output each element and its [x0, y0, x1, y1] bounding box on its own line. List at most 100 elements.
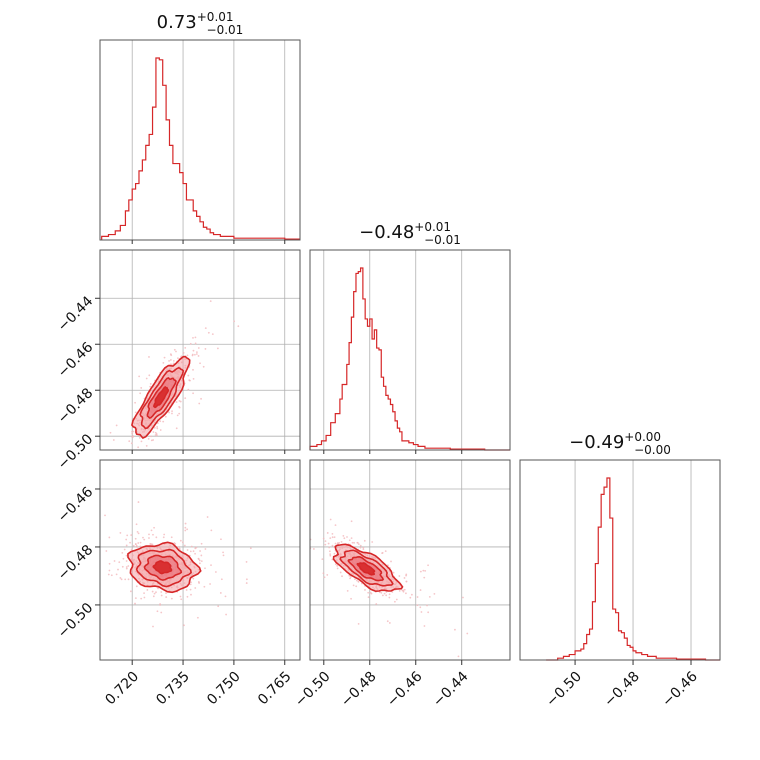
- scatter-point: [155, 536, 158, 539]
- scatter-point: [367, 596, 370, 599]
- scatter-point: [173, 542, 176, 544]
- scatter-point: [152, 439, 155, 441]
- scatter-point: [150, 529, 153, 532]
- scatter-point: [189, 342, 192, 345]
- scatter-point: [194, 342, 197, 345]
- scatter-point: [454, 628, 456, 631]
- scatter-point: [115, 573, 118, 576]
- scatter-point: [152, 625, 154, 628]
- scatter-point: [83, 586, 85, 588]
- title-minus-1: −0.01: [424, 233, 461, 247]
- scatter-point: [135, 523, 138, 526]
- scatter-point: [159, 429, 162, 431]
- scatter-point: [391, 591, 394, 593]
- scatter-point: [198, 559, 201, 562]
- scatter-point: [148, 533, 150, 536]
- scatter-point: [334, 563, 337, 566]
- scatter-point: [125, 554, 128, 557]
- scatter-point: [198, 402, 201, 405]
- scatter-point: [384, 550, 387, 553]
- scatter-point: [127, 458, 129, 460]
- scatter-point: [388, 596, 391, 599]
- scatter-point: [329, 518, 332, 521]
- scatter-point: [136, 470, 138, 472]
- scatter-point: [326, 532, 329, 534]
- scatter-point: [122, 557, 125, 560]
- scatter-point: [150, 435, 152, 438]
- scatter-point: [329, 553, 332, 556]
- scatter-point: [513, 626, 515, 628]
- xtick-label-2-1: −0.48: [601, 669, 643, 711]
- scatter-point: [341, 575, 343, 578]
- scatter-point: [192, 336, 194, 339]
- scatter-point: [422, 569, 425, 572]
- scatter-point: [115, 424, 118, 427]
- scatter-point: [159, 604, 161, 606]
- scatter-point: [403, 577, 406, 579]
- scatter-point: [105, 550, 108, 552]
- scatter-point: [203, 585, 206, 588]
- scatter-point: [147, 437, 150, 440]
- scatter-point: [165, 596, 168, 598]
- scatter-point: [155, 433, 158, 435]
- scatter-point: [336, 567, 339, 570]
- scatter-point: [403, 588, 406, 591]
- scatter-point: [178, 545, 181, 548]
- scatter-point: [151, 590, 154, 593]
- scatter-point: [185, 589, 188, 591]
- hist-panel-2: −0.49+0.00 −0.00: [519, 430, 721, 661]
- scatter-point: [349, 576, 352, 578]
- scatter-point: [175, 427, 178, 430]
- scatter-point: [108, 562, 111, 565]
- scatter-point: [350, 537, 353, 540]
- scatter-point: [177, 357, 179, 360]
- ytick-label-1-2: −0.46: [55, 339, 97, 381]
- scatter-point: [357, 543, 360, 546]
- scatter-point: [192, 392, 194, 395]
- scatter-point: [178, 399, 181, 402]
- scatter-point: [181, 541, 184, 544]
- pair-frame-0: [99, 249, 301, 451]
- scatter-point: [143, 596, 146, 599]
- scatter-point: [426, 604, 428, 607]
- scatter-point: [196, 351, 198, 354]
- scatter-point: [328, 550, 331, 553]
- scatter-point: [433, 592, 436, 595]
- scatter-point: [192, 368, 194, 371]
- scatter-point: [104, 514, 106, 517]
- scatter-point: [222, 554, 225, 557]
- scatter-point: [312, 548, 315, 550]
- scatter-point: [149, 382, 152, 385]
- scatter-point: [178, 548, 181, 551]
- scatter-point: [381, 552, 384, 554]
- scatter-point: [369, 591, 372, 594]
- scatter-point: [134, 597, 137, 600]
- title-minus-0: −0.01: [207, 23, 244, 37]
- scatter-point: [138, 436, 141, 439]
- scatter-point: [333, 552, 336, 555]
- scatter-point: [178, 412, 181, 415]
- scatter-point: [151, 543, 154, 546]
- scatter-point: [249, 547, 252, 550]
- xtick-label-0-1: 0.735: [153, 669, 193, 709]
- pair-frame-1: [99, 459, 301, 661]
- hist-frame-1: [309, 249, 511, 451]
- scatter-point: [164, 415, 167, 418]
- scatter-point: [363, 539, 366, 542]
- scatter-point: [118, 561, 121, 564]
- scatter-point: [183, 624, 185, 627]
- scatter-point: [171, 412, 173, 415]
- scatter-point: [149, 385, 152, 388]
- scatter-point: [207, 331, 210, 334]
- scatter-point: [190, 593, 192, 596]
- scatter-point: [405, 574, 408, 577]
- scatter-point: [192, 349, 195, 352]
- scatter-point: [386, 620, 389, 623]
- scatter-point: [234, 535, 236, 537]
- scatter-point: [419, 606, 422, 609]
- scatter-point: [162, 420, 165, 423]
- scatter-point: [156, 610, 159, 613]
- scatter-point: [184, 347, 187, 349]
- scatter-point: [127, 565, 130, 567]
- scatter-point: [405, 592, 407, 595]
